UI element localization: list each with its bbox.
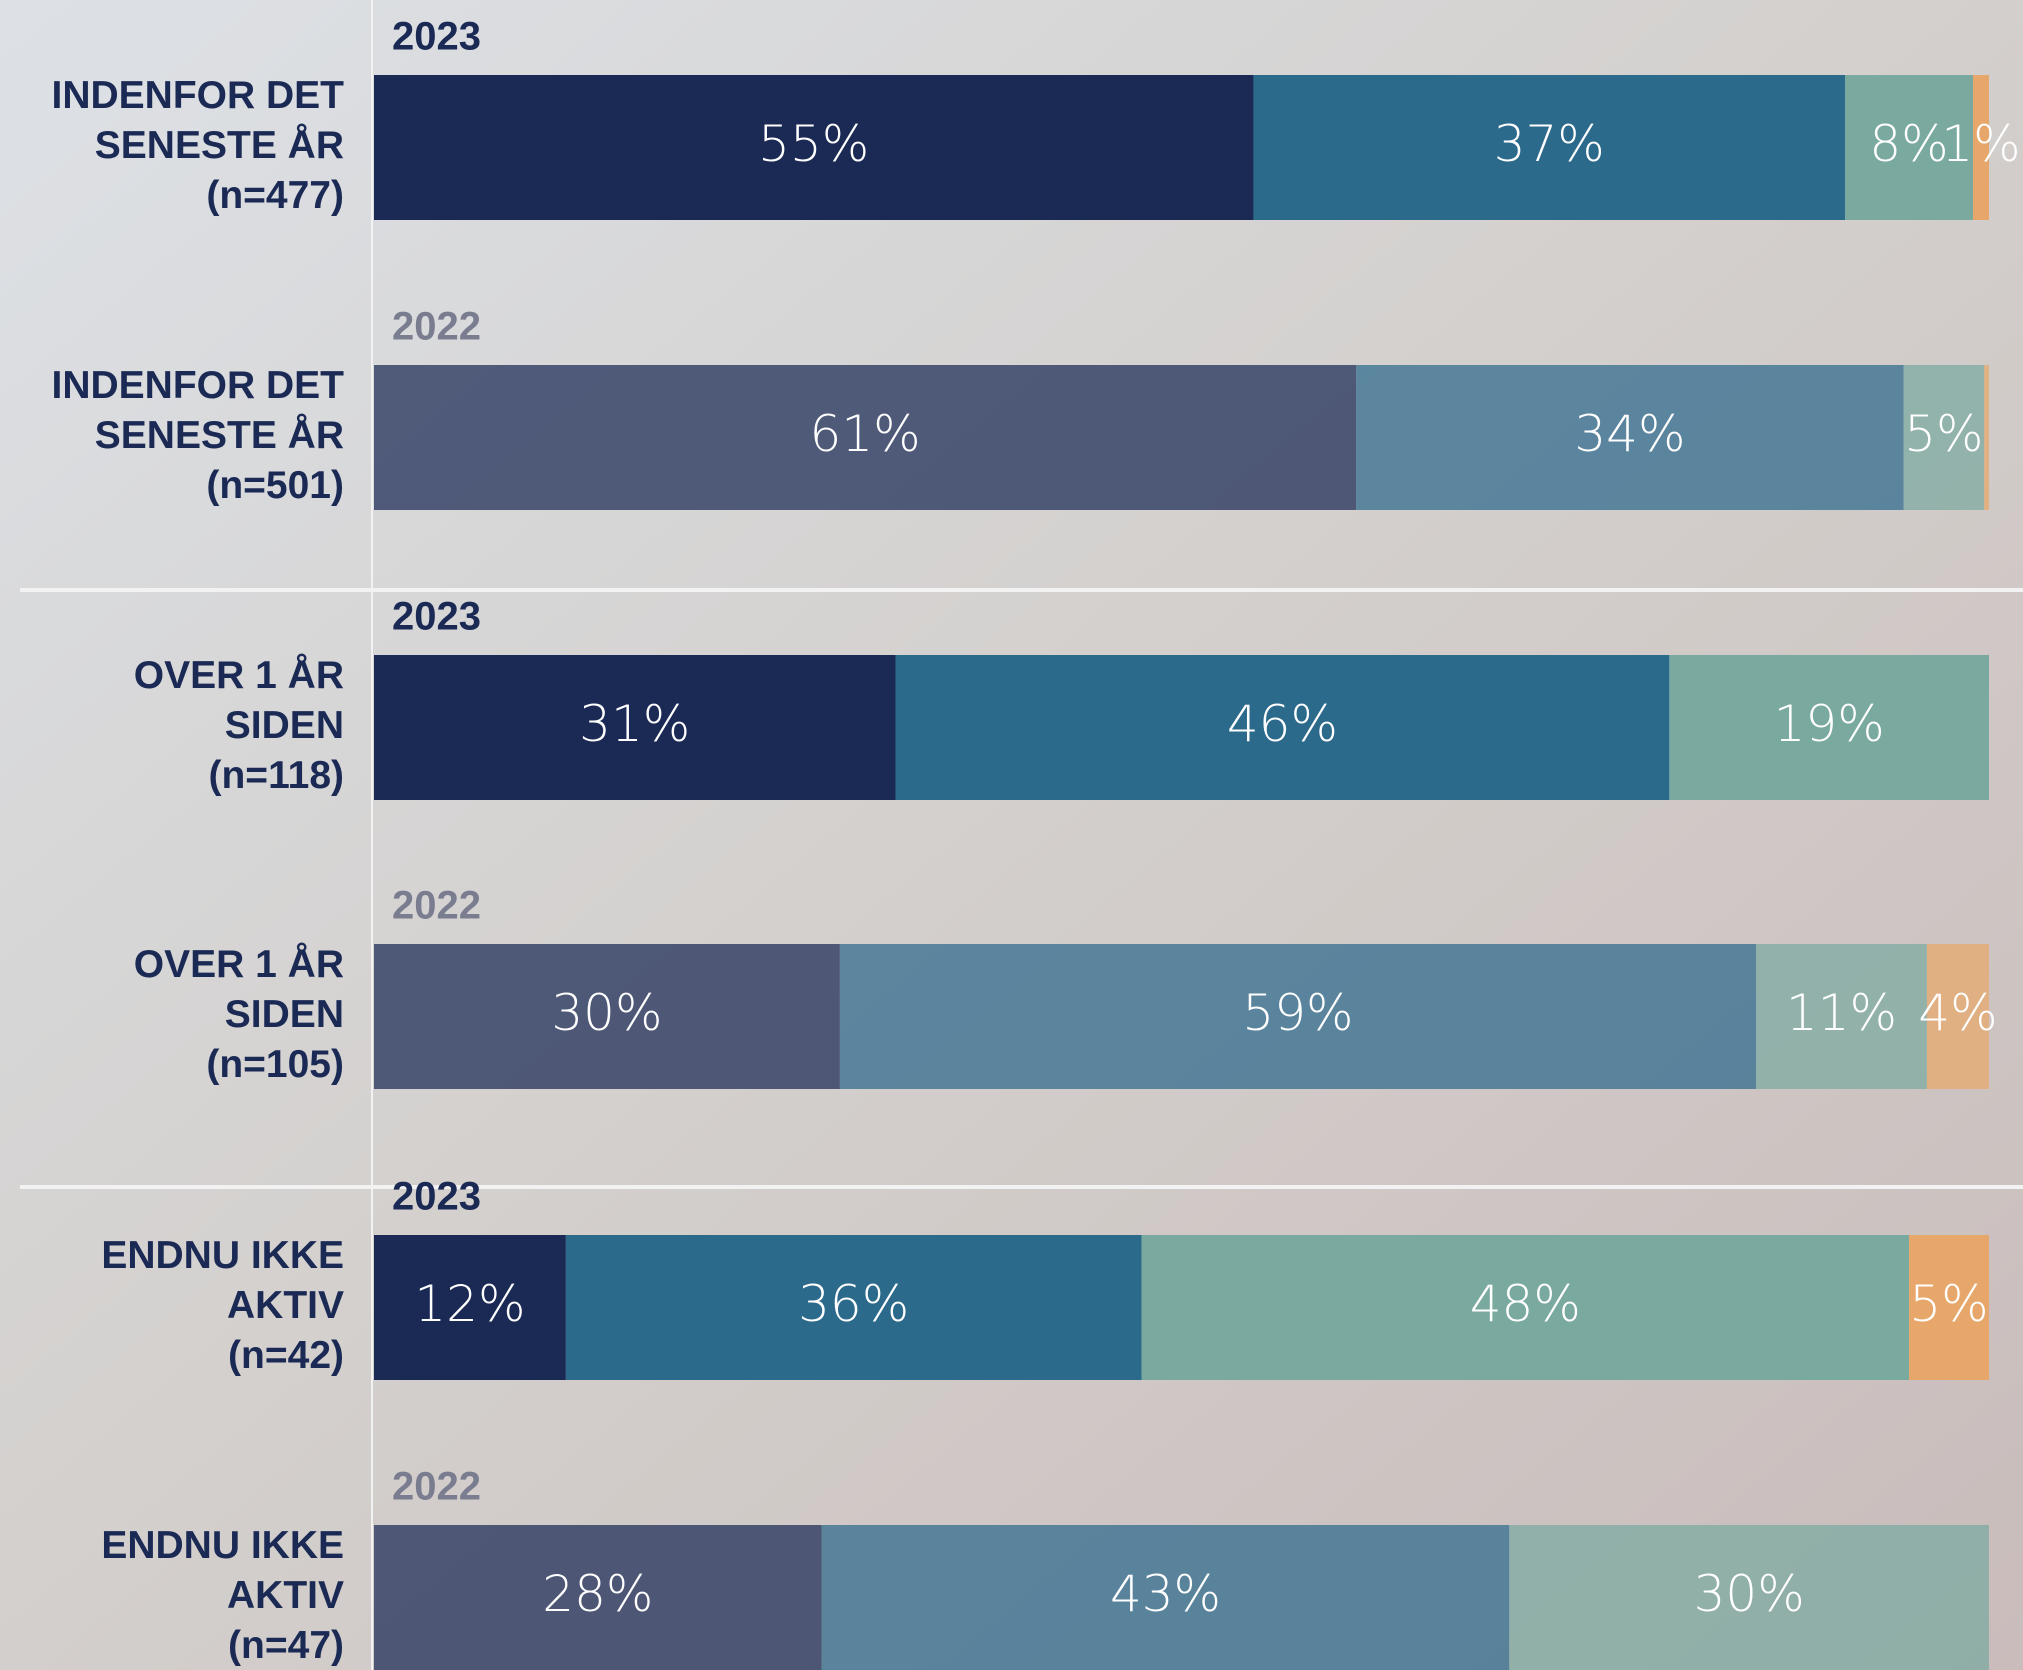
value-label: 61% bbox=[810, 405, 921, 463]
category-label: SIDEN bbox=[225, 704, 344, 747]
value-label: 19% bbox=[1774, 695, 1885, 753]
value-label: 30% bbox=[1694, 1565, 1805, 1623]
year-label: 2022 bbox=[392, 1465, 481, 1509]
bar-segment bbox=[1141, 1235, 1910, 1380]
bar-segment bbox=[374, 1235, 566, 1380]
category-label: SENESTE ÅR bbox=[95, 413, 344, 457]
bar-segment bbox=[374, 944, 840, 1089]
category-label: ENDNU IKKE bbox=[101, 1234, 344, 1277]
bar-segment bbox=[1903, 365, 1985, 510]
value-label: 8% bbox=[1869, 115, 1948, 173]
bar-segment bbox=[1669, 655, 1989, 800]
category-label: (n=42) bbox=[228, 1334, 344, 1377]
value-label: 55% bbox=[758, 115, 869, 173]
category-label: SIDEN bbox=[225, 993, 344, 1036]
category-label: (n=118) bbox=[209, 754, 345, 797]
bar-segment bbox=[565, 1235, 1142, 1380]
category-label: INDENFOR DET bbox=[52, 74, 345, 117]
year-label: 2023 bbox=[392, 15, 481, 59]
bar-segment bbox=[895, 655, 1670, 800]
category-label: (n=477) bbox=[206, 174, 344, 217]
bar-segment bbox=[1984, 365, 1989, 510]
year-label: 2022 bbox=[392, 884, 481, 928]
value-label: 12% bbox=[414, 1275, 525, 1333]
category-label: INDENFOR DET bbox=[52, 364, 345, 407]
value-label: 34% bbox=[1574, 405, 1685, 463]
value-label: 5% bbox=[1904, 405, 1983, 463]
bar-segment bbox=[1926, 944, 1989, 1089]
value-label: 46% bbox=[1227, 695, 1338, 753]
value-label: 31% bbox=[579, 695, 690, 753]
value-label: 5% bbox=[1909, 1275, 1988, 1333]
bar-segment bbox=[374, 1525, 822, 1670]
bar-segment bbox=[1756, 944, 1927, 1089]
value-label: 36% bbox=[798, 1275, 909, 1333]
value-label: 59% bbox=[1242, 984, 1353, 1042]
bar-segment bbox=[1509, 1525, 1989, 1670]
category-label: AKTIV bbox=[227, 1284, 344, 1327]
year-label: 2022 bbox=[392, 305, 481, 349]
bar-segment bbox=[839, 944, 1757, 1089]
value-label: 4% bbox=[1918, 984, 1997, 1042]
value-label: 28% bbox=[542, 1565, 653, 1623]
category-label: OVER 1 ÅR bbox=[134, 942, 344, 986]
bar-segment bbox=[1973, 75, 1989, 220]
category-label: (n=105) bbox=[206, 1043, 344, 1086]
value-label: 30% bbox=[551, 984, 662, 1042]
value-label: 48% bbox=[1470, 1275, 1581, 1333]
bar-segment bbox=[1909, 1235, 1989, 1380]
bar-segment bbox=[1845, 75, 1974, 220]
category-label: ENDNU IKKE bbox=[101, 1524, 344, 1567]
value-label: 11% bbox=[1786, 984, 1897, 1042]
bar-segment bbox=[1356, 365, 1904, 510]
bar-segment bbox=[374, 655, 896, 800]
category-label: SENESTE ÅR bbox=[95, 123, 344, 167]
category-label: OVER 1 ÅR bbox=[134, 653, 344, 697]
value-label: 1% bbox=[1941, 115, 2020, 173]
value-label: 37% bbox=[1494, 115, 1605, 173]
bar-segment bbox=[374, 75, 1254, 220]
year-label: 2023 bbox=[392, 595, 481, 639]
category-label: AKTIV bbox=[227, 1574, 344, 1617]
value-label: 43% bbox=[1110, 1565, 1221, 1623]
bar-segment bbox=[1253, 75, 1846, 220]
category-label: (n=47) bbox=[228, 1624, 344, 1667]
year-label: 2023 bbox=[392, 1175, 481, 1219]
bar-segment bbox=[821, 1525, 1510, 1670]
category-label: (n=501) bbox=[206, 464, 344, 507]
bar-segment bbox=[374, 365, 1357, 510]
